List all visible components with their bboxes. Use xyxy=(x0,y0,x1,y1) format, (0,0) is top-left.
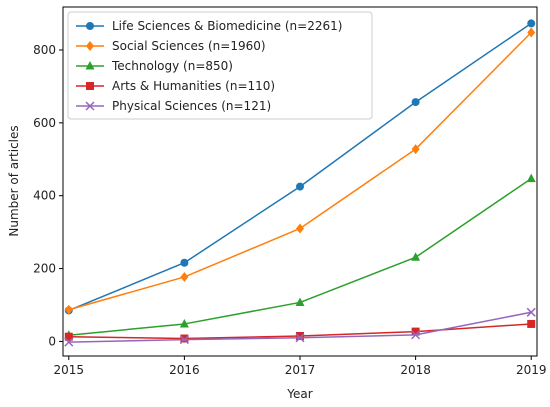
series-1-point-1 xyxy=(180,271,189,282)
legend-marker-0 xyxy=(86,22,94,30)
x-tick-label-1: 2016 xyxy=(169,363,200,377)
series-1-point-4 xyxy=(527,27,536,38)
legend-item-1: Social Sciences (n=1960) xyxy=(76,39,266,53)
series-4-point-2 xyxy=(295,333,305,343)
y-tick-label-0: 0 xyxy=(48,334,56,348)
series-2-line xyxy=(68,177,532,336)
x-tick-label-2: 2017 xyxy=(285,363,316,377)
axes: 2015 2016 2017 2018 2019 0 200 400 600 800 xyxy=(33,43,546,377)
x-tick-label-3: 2018 xyxy=(400,363,431,377)
legend-marker-3 xyxy=(86,82,94,90)
legend-item-2: Technology (n=850) xyxy=(76,59,233,73)
series-2-point-1 xyxy=(179,318,189,328)
x-axis-title: Year xyxy=(286,387,312,401)
legend-marker-2 xyxy=(85,61,95,70)
legend-label-1: Social Sciences (n=1960) xyxy=(112,39,266,53)
series-2-point-3 xyxy=(411,252,421,261)
legend: Life Sciences & Biomedicine (n=2261) Soci… xyxy=(67,11,373,120)
series-4-point-3 xyxy=(411,330,421,340)
y-tick-label-1: 200 xyxy=(33,262,56,276)
legend-label-3: Arts & Humanities (n=110) xyxy=(112,79,275,93)
legend-box xyxy=(67,11,373,120)
legend-label-2: Technology (n=850) xyxy=(111,59,233,73)
legend-label-4: Physical Sciences (n=121) xyxy=(112,99,271,113)
series-3-point-0 xyxy=(64,332,73,341)
plot-marks xyxy=(64,19,536,347)
legend-item-4: Physical Sciences (n=121) xyxy=(76,99,271,113)
series-2-point-4 xyxy=(526,173,536,183)
series-1 xyxy=(64,27,536,315)
series-3-point-4 xyxy=(527,319,536,328)
series-0-point-3 xyxy=(411,98,420,107)
y-axis-title: Number of articles xyxy=(7,125,21,236)
series-2-point-2 xyxy=(295,297,305,306)
series-2 xyxy=(64,173,536,339)
x-tick-label-4: 2019 xyxy=(516,363,547,377)
series-4-point-1 xyxy=(179,335,189,345)
series-1-point-2 xyxy=(296,223,304,234)
series-0-point-2 xyxy=(296,182,304,191)
series-3-point-1 xyxy=(180,334,189,343)
series-0-point-4 xyxy=(527,19,536,28)
legend-label-0: Life Sciences & Biomedicine (n=2261) xyxy=(112,19,342,33)
series-3 xyxy=(64,319,536,343)
series-3-point-3 xyxy=(411,327,420,336)
series-4-point-4 xyxy=(526,307,536,317)
y-tick-label-2: 400 xyxy=(33,189,56,203)
legend-marker-1 xyxy=(86,41,94,51)
series-3-point-2 xyxy=(296,331,304,340)
series-0-point-1 xyxy=(180,258,189,267)
x-tick-label-0: 2015 xyxy=(54,363,85,377)
series-1-point-3 xyxy=(411,144,420,155)
series-4 xyxy=(64,307,536,347)
legend-item-0: Life Sciences & Biomedicine (n=2261) xyxy=(76,19,342,33)
y-tick-label-4: 800 xyxy=(33,43,56,57)
legend-marker-4 xyxy=(85,101,95,111)
legend-item-3: Arts & Humanities (n=110) xyxy=(76,79,275,93)
series-4-point-0 xyxy=(64,337,74,347)
y-tick-label-3: 600 xyxy=(33,116,56,130)
series-1-point-0 xyxy=(64,304,73,315)
